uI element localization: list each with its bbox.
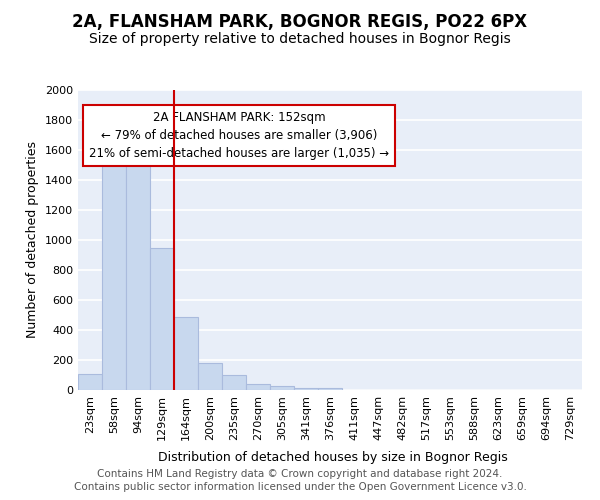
Bar: [246, 384, 270, 390]
Bar: [78, 374, 102, 390]
Bar: [102, 159, 126, 390]
Bar: [198, 363, 222, 390]
Y-axis label: Number of detached properties: Number of detached properties: [26, 142, 40, 338]
Text: Contains HM Land Registry data © Crown copyright and database right 2024.
Contai: Contains HM Land Registry data © Crown c…: [74, 470, 526, 492]
Text: 2A, FLANSHAM PARK, BOGNOR REGIS, PO22 6PX: 2A, FLANSHAM PARK, BOGNOR REGIS, PO22 6P…: [73, 12, 527, 30]
Bar: [270, 386, 294, 390]
Text: Distribution of detached houses by size in Bognor Regis: Distribution of detached houses by size …: [158, 451, 508, 464]
Bar: [126, 156, 150, 390]
Bar: [174, 316, 198, 390]
Text: Size of property relative to detached houses in Bognor Regis: Size of property relative to detached ho…: [89, 32, 511, 46]
Bar: [294, 388, 318, 390]
Bar: [222, 375, 246, 390]
Bar: [318, 388, 342, 390]
Bar: [150, 248, 174, 390]
Text: 2A FLANSHAM PARK: 152sqm
← 79% of detached houses are smaller (3,906)
21% of sem: 2A FLANSHAM PARK: 152sqm ← 79% of detach…: [89, 111, 389, 160]
